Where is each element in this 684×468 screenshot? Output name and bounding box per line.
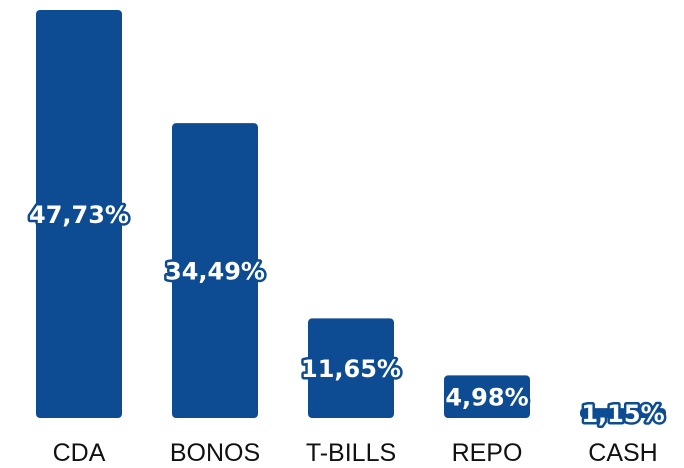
bar-bonos xyxy=(172,123,258,418)
bar-repo xyxy=(444,375,530,418)
data-label-bonos: 34,49% xyxy=(165,258,265,286)
data-label-repo: 4,98% xyxy=(445,384,528,412)
bar-t-bills xyxy=(308,318,394,418)
category-label-cda: CDA xyxy=(53,439,106,467)
data-label-t-bills: 11,65% xyxy=(301,355,401,383)
category-label-repo: REPO xyxy=(452,439,523,467)
category-label-cash: CASH xyxy=(588,439,657,467)
category-label-bonos: BONOS xyxy=(170,439,260,467)
category-labels-group: CDA BONOS T-BILLS REPO CASH xyxy=(53,439,658,467)
data-label-cda: 47,73% xyxy=(29,201,129,229)
category-label-t-bills: T-BILLS xyxy=(306,439,396,467)
data-labels-group: 47,73% 34,49% 11,65% 4,98% 1,15% xyxy=(27,199,668,431)
data-label-cash: 1,15% xyxy=(581,400,664,428)
bar-cda xyxy=(36,10,122,418)
bars-group xyxy=(36,10,666,418)
bar-cash xyxy=(580,408,666,418)
